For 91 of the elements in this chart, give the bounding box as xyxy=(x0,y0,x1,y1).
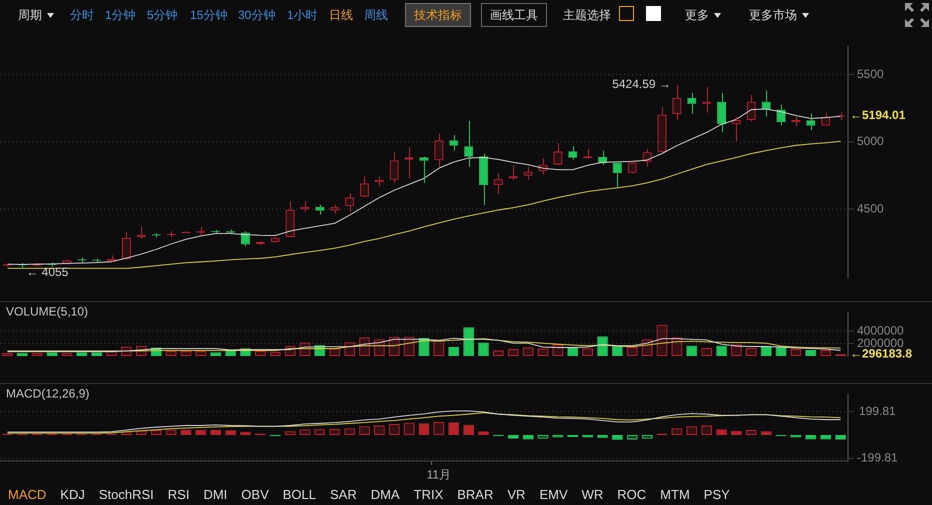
text: EMV xyxy=(539,486,568,502)
text: 周线 xyxy=(364,8,388,22)
y-tick-label: 4500 xyxy=(856,201,884,216)
text: DMI xyxy=(203,486,228,502)
bar xyxy=(626,434,638,440)
text: DMA xyxy=(370,486,400,502)
bar xyxy=(210,430,222,435)
candlestick xyxy=(136,226,146,239)
bar xyxy=(180,430,192,435)
text: ←5194.01 xyxy=(850,108,906,122)
bar xyxy=(522,434,534,440)
text: 分时 xyxy=(70,8,94,22)
bar xyxy=(166,350,176,356)
text: OBV xyxy=(241,486,269,502)
bar xyxy=(225,430,236,435)
text: 周期 xyxy=(18,8,42,22)
bar xyxy=(805,434,816,440)
text: 15分钟 xyxy=(190,8,228,22)
text: 1小时 xyxy=(287,8,318,22)
bar xyxy=(195,430,206,435)
bar xyxy=(150,430,162,435)
bar xyxy=(463,327,474,356)
text: 主题选择 xyxy=(563,8,611,22)
bar xyxy=(835,434,846,440)
bar xyxy=(180,350,192,356)
text: VR xyxy=(507,486,526,502)
text: 更多市场 xyxy=(749,8,797,22)
bar xyxy=(300,429,310,435)
candlestick xyxy=(687,92,696,114)
y-tick-label: 4000000 xyxy=(857,323,904,338)
candlestick xyxy=(330,204,340,214)
bar xyxy=(820,350,832,356)
annotation: 5424.59 → xyxy=(612,77,671,92)
candlestick xyxy=(508,164,518,181)
text: RSI xyxy=(168,486,190,502)
y-tick-label: -199.81 xyxy=(857,450,898,465)
y-tick-label: 199.81 xyxy=(859,404,896,418)
text: WR xyxy=(582,486,604,502)
text: BOLL xyxy=(282,486,316,502)
text: TRIX xyxy=(414,486,444,502)
text: 技术指标 xyxy=(414,8,462,22)
bar xyxy=(656,324,668,356)
bar xyxy=(314,429,326,435)
candlestick xyxy=(702,86,712,114)
text: MTM xyxy=(660,486,690,502)
annotation: ← 4055 xyxy=(26,265,69,280)
bar xyxy=(254,350,266,356)
y-tick-label: 5000 xyxy=(856,134,884,148)
text: MACD xyxy=(8,486,46,502)
text: 30分钟 xyxy=(238,8,276,22)
bar xyxy=(805,350,816,356)
bar xyxy=(716,429,727,435)
bar xyxy=(270,352,281,356)
candlestick xyxy=(658,106,666,154)
bar xyxy=(418,338,430,356)
bar xyxy=(597,336,608,356)
candlestick xyxy=(524,166,533,180)
text: 画线工具 xyxy=(490,8,538,22)
text: 1分钟 xyxy=(105,8,136,22)
candlestick xyxy=(717,92,726,133)
candlestick xyxy=(286,200,295,238)
y-tick-label: 5500 xyxy=(856,67,884,81)
candlestick xyxy=(434,133,444,168)
bar xyxy=(329,429,340,435)
text: KDJ xyxy=(60,486,85,502)
text: 5分钟 xyxy=(147,8,178,22)
candlestick xyxy=(672,84,682,120)
bar xyxy=(731,430,742,435)
text: 日线 xyxy=(329,8,353,22)
x-tick-label: 11月 xyxy=(426,468,452,482)
candlestick xyxy=(166,230,176,238)
text: 更多 xyxy=(685,8,709,22)
text: ROC xyxy=(617,486,646,502)
candlestick xyxy=(806,113,816,131)
candlestick xyxy=(791,116,800,127)
bar xyxy=(195,350,206,356)
candlestick xyxy=(122,232,131,260)
candlestick xyxy=(732,116,741,142)
candlestick xyxy=(390,152,399,184)
candlestick xyxy=(479,153,488,206)
bar xyxy=(612,434,623,440)
text: StochRSI xyxy=(98,486,154,502)
text: PSY xyxy=(704,486,730,502)
bar xyxy=(820,434,832,440)
chart-title: MACD(12,26,9) xyxy=(6,386,90,400)
text: SAR xyxy=(330,486,357,502)
bar xyxy=(166,430,176,435)
chart-title: VOLUME(5,10) xyxy=(6,304,88,318)
bar xyxy=(746,430,757,435)
text: BRAR xyxy=(457,486,494,502)
bar xyxy=(493,350,504,356)
